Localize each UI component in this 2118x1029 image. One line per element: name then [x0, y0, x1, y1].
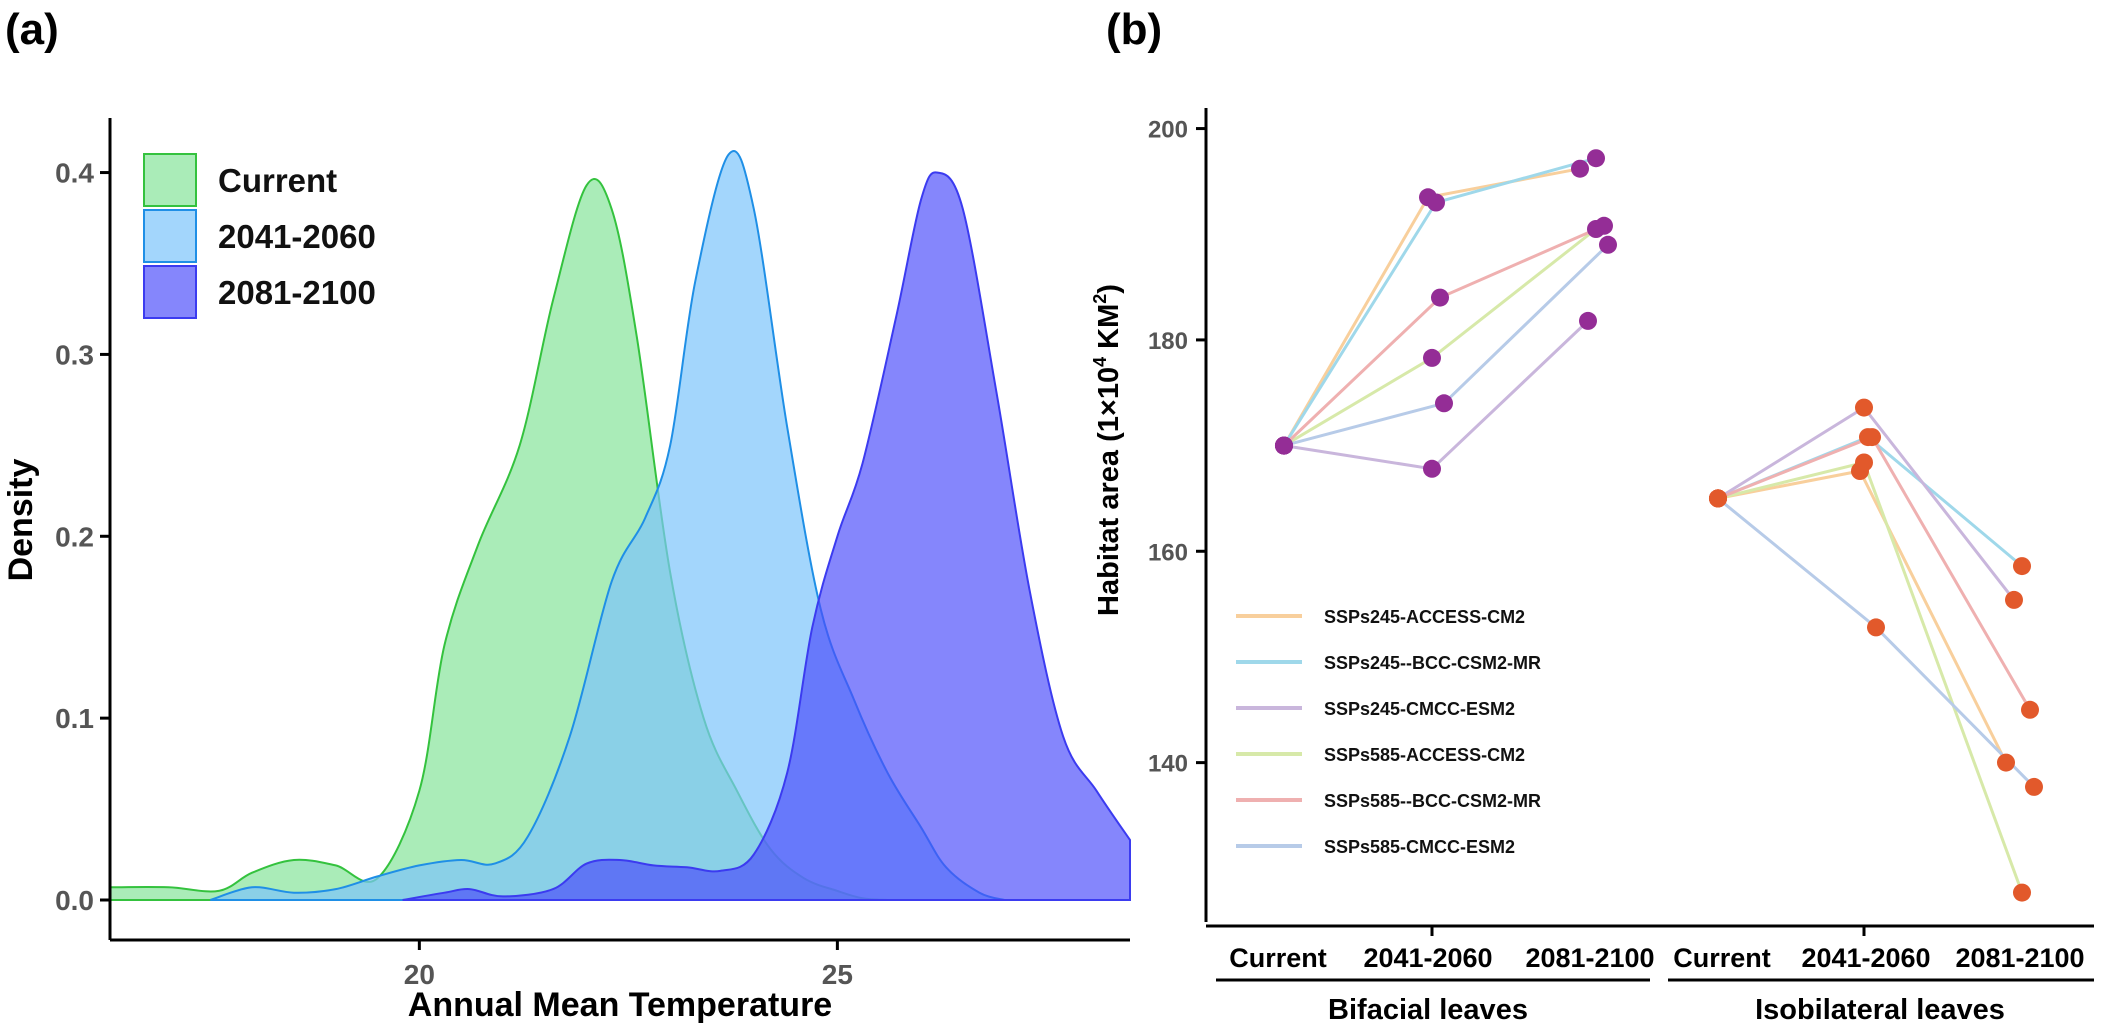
a-y-axis-title: Density [2, 459, 40, 582]
a-x-axis-title: Annual Mean Temperature [408, 986, 832, 1024]
group-label-isobilateral: Isobilateral leaves [1755, 994, 2005, 1026]
point-bifacial-ssps245-bcc-csm2-mr [1427, 193, 1445, 212]
a-legend-swatch-2081-2100 [143, 265, 197, 319]
point-bifacial-ssps245-bcc-csm2-mr [1587, 149, 1605, 168]
point-bifacial-ssps585-bcc-csm2-mr [1431, 288, 1449, 307]
point-bifacial-ssps245-cmcc-esm2 [1579, 311, 1597, 330]
b-category-label: Current [1673, 943, 1771, 973]
b-y-tick-label: 140 [1148, 751, 1188, 778]
a-y-ticks: 0.0 0.1 0.2 0.3 0.4 [55, 158, 110, 916]
b-legend-label-ssps585-bcc-csm2-mr: SSPs585--BCC-CSM2-MR [1324, 791, 1541, 811]
point-bifacial-ssps245-cmcc-esm2 [1423, 459, 1441, 478]
point-bifacial-ssps245-access-cm2 [1571, 159, 1589, 178]
b-category-label: 2041-2060 [1801, 943, 1930, 973]
panel-b-label: (b) [1106, 5, 1162, 54]
b-category-label: Current [1229, 943, 1327, 973]
habitat-area-chart: 140 160 180 200 SSPs245-ACCESS-CM2 SSPs245--… [1090, 108, 2094, 1026]
a-x-tick-label: 20 [404, 959, 435, 990]
density-area-2081-2100 [402, 171, 1131, 901]
b-legend-label-ssps245-access-cm2: SSPs245-ACCESS-CM2 [1324, 607, 1525, 627]
panel-a-label: (a) [5, 5, 59, 54]
b-category-labels: Current 2041-2060 2081-2100 Current 2041-206… [1229, 926, 2085, 973]
group-label-bifacial: Bifacial leaves [1328, 994, 1528, 1026]
a-y-tick-label: 0.2 [55, 521, 94, 552]
a-x-tick-label: 25 [822, 959, 853, 990]
point-bifacial-ssps585-cmcc-esm2 [1435, 394, 1453, 413]
b-y-tick-label: 160 [1148, 539, 1188, 566]
a-y-tick-label: 0.0 [55, 885, 94, 916]
point-bifacial-ssps585-access-cm2 [1423, 348, 1441, 367]
b-legend-label-ssps585-cmcc-esm2: SSPs585-CMCC-ESM2 [1324, 837, 1515, 857]
point-bifacial-ssps585-bcc-csm2-mr [1595, 216, 1613, 235]
b-legend: SSPs245-ACCESS-CM2 SSPs245--BCC-CSM2-MR SS… [1236, 607, 1541, 857]
a-y-tick-label: 0.1 [55, 703, 94, 734]
a-legend-swatch-current [143, 153, 197, 207]
density-areas [109, 150, 1131, 901]
a-legend: Current 2041-2060 2081-2100 [143, 153, 376, 319]
b-y-axis-title: Habitat area (1×104 KM2) [1090, 284, 1125, 616]
a-y-tick-label: 0.3 [55, 339, 94, 370]
point-isobilateral-ssps245-cmcc-esm2 [2005, 590, 2023, 609]
a-y-tick-label: 0.4 [55, 158, 94, 189]
b-y-tick-label: 180 [1148, 328, 1188, 355]
line-bifacial-ssps585-access-cm2 [1283, 227, 1597, 447]
point-isobilateral-ssps585-cmcc-esm2 [2025, 777, 2043, 796]
a-legend-label-current: Current [218, 162, 337, 199]
a-x-ticks: 20 25 [404, 940, 853, 990]
b-legend-label-ssps245-bcc-csm2-mr: SSPs245--BCC-CSM2-MR [1324, 653, 1541, 673]
b-legend-label-ssps585-access-cm2: SSPs585-ACCESS-CM2 [1324, 745, 1525, 765]
point-isobilateral-ssps585-bcc-csm2-mr [2021, 700, 2039, 719]
b-y-tick-label: 200 [1148, 117, 1188, 144]
point-isobilateral-ssps245-cmcc-esm2 [1855, 398, 1873, 417]
line-isobilateral-ssps585-cmcc-esm2 [1717, 497, 2036, 788]
density-chart: 20 25 0.00.10.20.30.4 Annual Mean Tempera… [2, 118, 1131, 1024]
a-legend-label-2081-2100: 2081-2100 [218, 274, 376, 311]
point-isobilateral-ssps585-cmcc-esm2 [1867, 618, 1885, 637]
b-series-points [1275, 149, 2043, 902]
point-isobilateral-ssps585-access-cm2 [1855, 453, 1873, 472]
point-isobilateral-ssps585-bcc-csm2-mr [1863, 428, 1881, 447]
b-series-lines [1282, 156, 2036, 894]
b-category-label: 2081-2100 [1955, 943, 2084, 973]
line-bifacial-ssps245-cmcc-esm2 [1283, 319, 1590, 471]
point-isobilateral-ssps585-cmcc-esm2 [1709, 489, 1727, 508]
point-isobilateral-ssps245-access-cm2 [1997, 753, 2015, 772]
b-y-ticks: 140 160 180 200 [1148, 117, 1206, 778]
point-isobilateral-ssps245-bcc-csm2-mr [2013, 557, 2031, 576]
a-legend-label-2041-2060: 2041-2060 [218, 218, 376, 255]
b-category-label: 2081-2100 [1525, 943, 1654, 973]
point-bifacial-ssps585-cmcc-esm2 [1599, 235, 1617, 254]
b-category-label: 2041-2060 [1363, 943, 1492, 973]
point-bifacial-ssps585-cmcc-esm2 [1275, 436, 1293, 455]
point-isobilateral-ssps585-access-cm2 [2013, 883, 2031, 902]
a-legend-swatch-2041-2060 [143, 209, 197, 263]
b-legend-label-ssps245-cmcc-esm2: SSPs245-CMCC-ESM2 [1324, 699, 1515, 719]
